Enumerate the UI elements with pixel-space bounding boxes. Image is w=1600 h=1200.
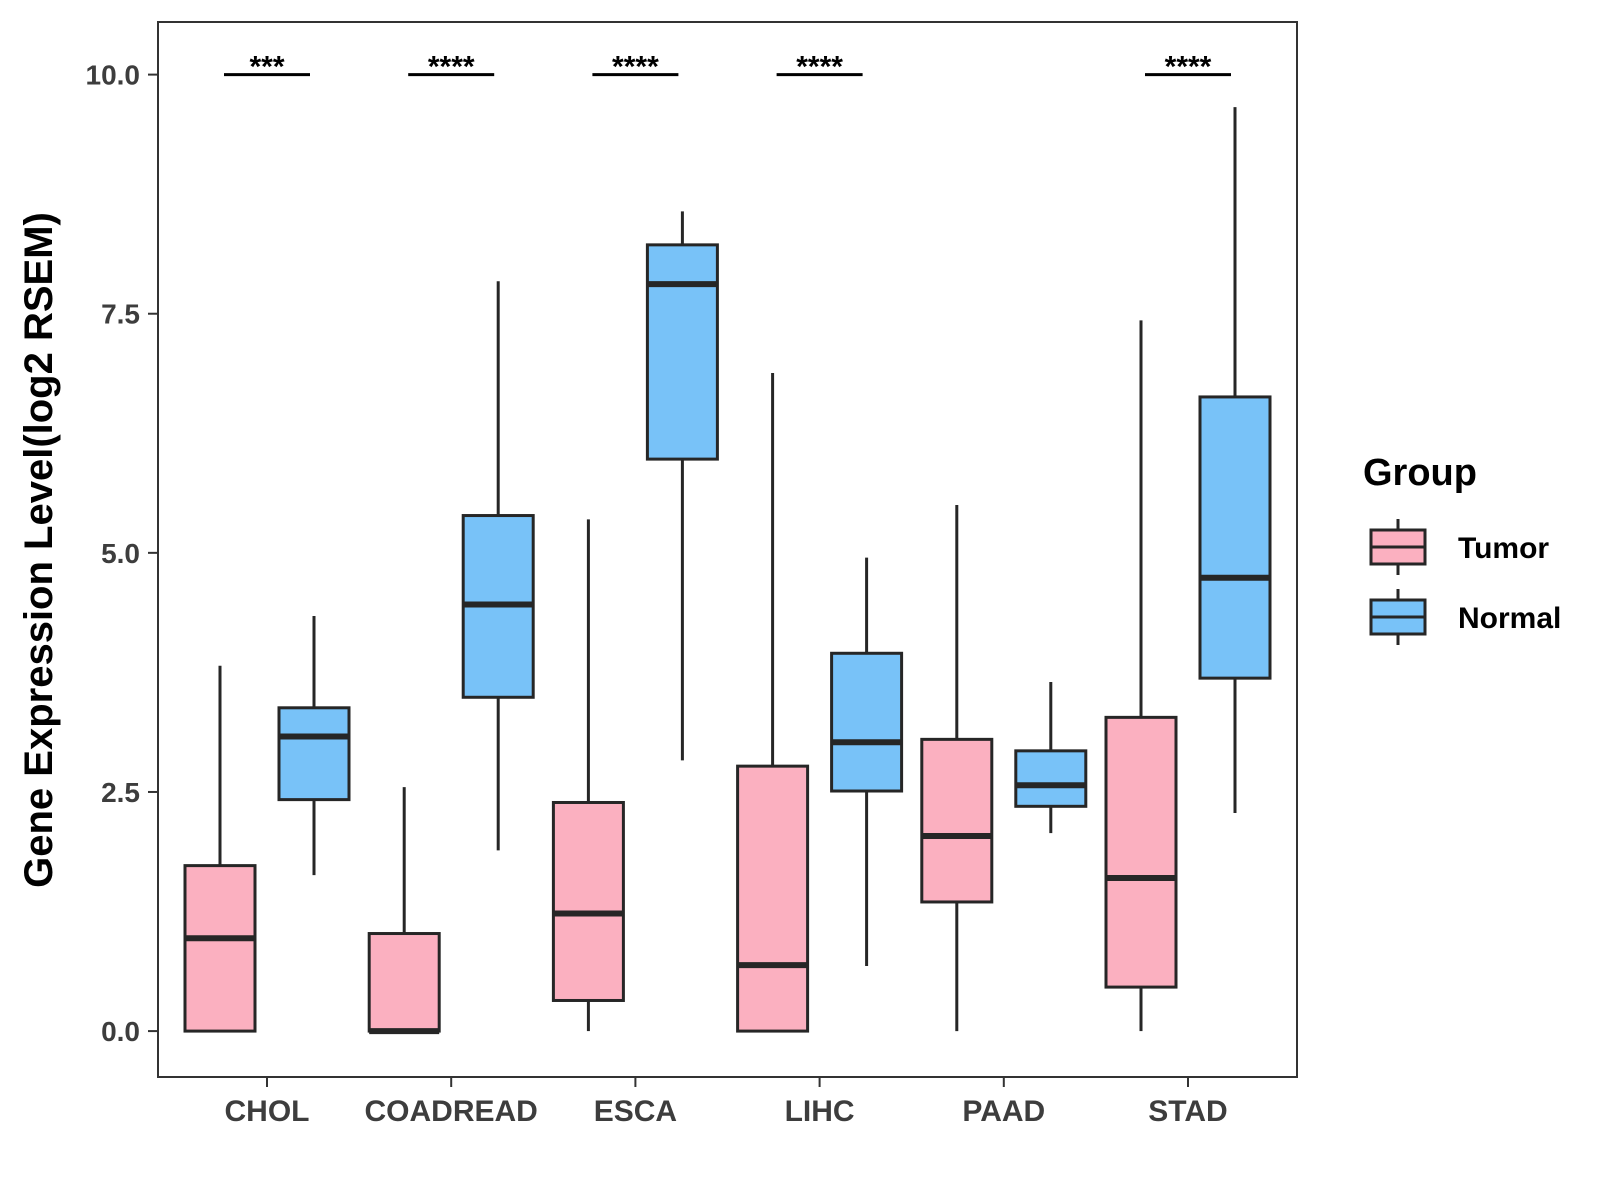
box-tumor-esca [551, 519, 625, 1032]
significance-label: *** [249, 51, 284, 84]
x-tick-label: PAAD [962, 1095, 1045, 1128]
x-tick-label: ESCA [594, 1095, 677, 1128]
box-iqr [277, 706, 351, 802]
box-normal-paad [1014, 681, 1088, 834]
box-series [183, 107, 1272, 1035]
x-tick-label: COADREAD [365, 1095, 538, 1128]
series-normal [277, 107, 1272, 967]
y-axis-title: Gene Expression Level(log2 RSEM) [17, 212, 61, 888]
significance-stad: **** [1145, 51, 1231, 84]
significance-label: **** [796, 51, 843, 84]
box-normal-esca [645, 211, 719, 761]
significance-label: **** [1165, 51, 1212, 84]
box-normal-coadread [461, 281, 535, 851]
box-tumor-lihc [736, 373, 810, 1033]
y-tick-label: 5.0 [101, 538, 140, 569]
box-normal-stad [1198, 107, 1272, 814]
box-tumor-coadread [367, 787, 441, 1035]
box-iqr [1198, 395, 1272, 680]
box-normal-lihc [830, 557, 904, 967]
significance-annotations: *** **** **** **** **** [224, 51, 1231, 84]
significance-chol: *** [224, 51, 310, 84]
legend-item-normal: Normal [1369, 589, 1561, 645]
x-tick-label: STAD [1148, 1095, 1227, 1128]
box-iqr [551, 800, 625, 1002]
y-tick-label: 7.5 [101, 299, 140, 330]
y-tick-label: 2.5 [101, 777, 140, 808]
y-tick-label: 0.0 [101, 1016, 140, 1047]
legend-label: Tumor [1458, 532, 1549, 565]
box-iqr [645, 243, 719, 461]
box-iqr [367, 932, 441, 1033]
box-tumor-paad [920, 505, 994, 1032]
significance-label: **** [612, 51, 659, 84]
y-tick-label: 10.0 [86, 60, 141, 91]
significance-label: **** [428, 51, 475, 84]
legend: Group Tumor Normal [1363, 452, 1561, 645]
y-axis: 0.0 2.5 5.0 7.5 10.0 [86, 60, 158, 1047]
series-tumor [183, 320, 1178, 1035]
x-tick-label: CHOL [225, 1095, 310, 1128]
x-tick-label: LIHC [785, 1095, 855, 1128]
box-iqr [830, 651, 904, 793]
significance-coadread: **** [408, 51, 495, 84]
box-tumor-stad [1104, 320, 1178, 1032]
legend-item-tumor: Tumor [1369, 519, 1549, 575]
legend-label: Normal [1458, 602, 1561, 635]
box-iqr [183, 864, 257, 1033]
box-iqr [1014, 749, 1088, 808]
legend-title: Group [1363, 452, 1477, 494]
box-tumor-chol [183, 665, 257, 1033]
box-normal-chol [277, 615, 351, 876]
box-iqr [1104, 715, 1178, 989]
significance-lihc: **** [776, 51, 863, 84]
box-iqr [920, 737, 994, 904]
box-iqr [736, 764, 810, 1033]
x-axis: CHOL COADREAD ESCA LIHC PAAD STAD [225, 1077, 1228, 1128]
significance-esca: **** [592, 51, 679, 84]
